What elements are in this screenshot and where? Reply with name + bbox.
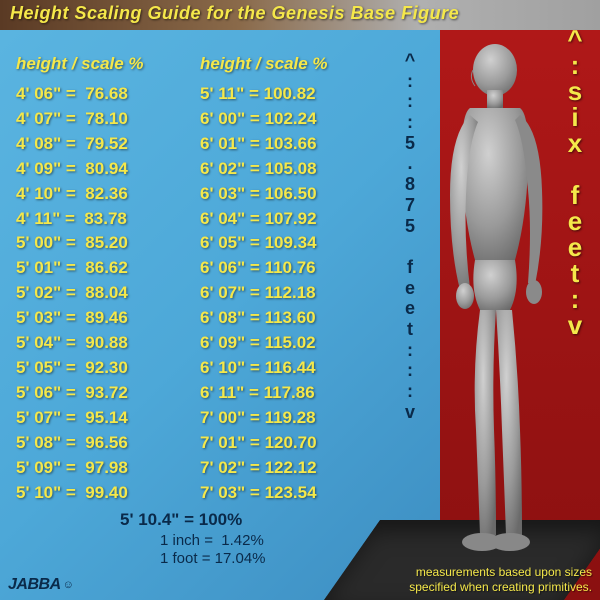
footnote: measurements based upon sizes specified … bbox=[392, 565, 592, 594]
table-row: 6' 09" = 115.02 bbox=[200, 331, 317, 356]
table-row: 5' 00" = 85.20 bbox=[16, 231, 128, 256]
table-row: 4' 11" = 83.78 bbox=[16, 207, 128, 232]
table-row: 6' 00" = 102.24 bbox=[200, 107, 317, 132]
table-row: 6' 10" = 116.44 bbox=[200, 356, 317, 381]
table-row: 5' 11" = 100.82 bbox=[200, 82, 317, 107]
table-row: 4' 08" = 79.52 bbox=[16, 132, 128, 157]
table-row: 6' 05" = 109.34 bbox=[200, 231, 317, 256]
table-row: 5' 09" = 97.98 bbox=[16, 456, 128, 481]
baseline-height: 5' 10.4" = 100% bbox=[120, 510, 242, 530]
table-row: 6' 08" = 113.60 bbox=[200, 306, 317, 331]
col2-header: height / scale % bbox=[200, 54, 328, 74]
table-row: 7' 01" = 120.70 bbox=[200, 431, 317, 456]
table-row: 6' 11" = 117.86 bbox=[200, 381, 317, 406]
conversion-foot: 1 foot = 17.04% bbox=[160, 550, 266, 567]
table-row: 4' 07" = 78.10 bbox=[16, 107, 128, 132]
table-row: 6' 04" = 107.92 bbox=[200, 207, 317, 232]
table-row: 7' 00" = 119.28 bbox=[200, 406, 317, 431]
table-row: 7' 03" = 123.54 bbox=[200, 481, 317, 506]
table-row: 6' 07" = 112.18 bbox=[200, 281, 317, 306]
table-row: 5' 08" = 96.56 bbox=[16, 431, 128, 456]
table-row: 5' 10" = 99.40 bbox=[16, 481, 128, 506]
column-1: 4' 06" = 76.684' 07" = 78.104' 08" = 79.… bbox=[16, 82, 128, 505]
table-row: 5' 02" = 88.04 bbox=[16, 281, 128, 306]
table-row: 4' 06" = 76.68 bbox=[16, 82, 128, 107]
col1-header: height / scale % bbox=[16, 54, 144, 74]
table-row: 5' 05" = 92.30 bbox=[16, 356, 128, 381]
table-row: 4' 09" = 80.94 bbox=[16, 157, 128, 182]
conversion-inch: 1 inch = 1.42% bbox=[160, 532, 264, 549]
table-row: 6' 03" = 106.50 bbox=[200, 182, 317, 207]
table-row: 6' 02" = 105.08 bbox=[200, 157, 317, 182]
vertical-label-right: ^:six feet:v bbox=[555, 26, 595, 338]
page-title: Height Scaling Guide for the Genesis Bas… bbox=[10, 3, 459, 24]
table-row: 5' 04" = 90.88 bbox=[16, 331, 128, 356]
table-row: 4' 10" = 82.36 bbox=[16, 182, 128, 207]
column-2: 5' 11" = 100.826' 00" = 102.246' 01" = 1… bbox=[200, 82, 317, 505]
vertical-label-mid: ^:::5.875 feet:::v bbox=[395, 50, 425, 422]
table-row: 6' 01" = 103.66 bbox=[200, 132, 317, 157]
logo-jabba: JABBA bbox=[8, 576, 73, 594]
table-row: 6' 06" = 110.76 bbox=[200, 256, 317, 281]
table-row: 5' 07" = 95.14 bbox=[16, 406, 128, 431]
table-row: 5' 03" = 89.46 bbox=[16, 306, 128, 331]
table-row: 5' 06" = 93.72 bbox=[16, 381, 128, 406]
table-row: 7' 02" = 122.12 bbox=[200, 456, 317, 481]
genesis-figure bbox=[420, 40, 570, 560]
root: Height Scaling Guide for the Genesis Bas… bbox=[0, 0, 600, 600]
table-row: 5' 01" = 86.62 bbox=[16, 256, 128, 281]
